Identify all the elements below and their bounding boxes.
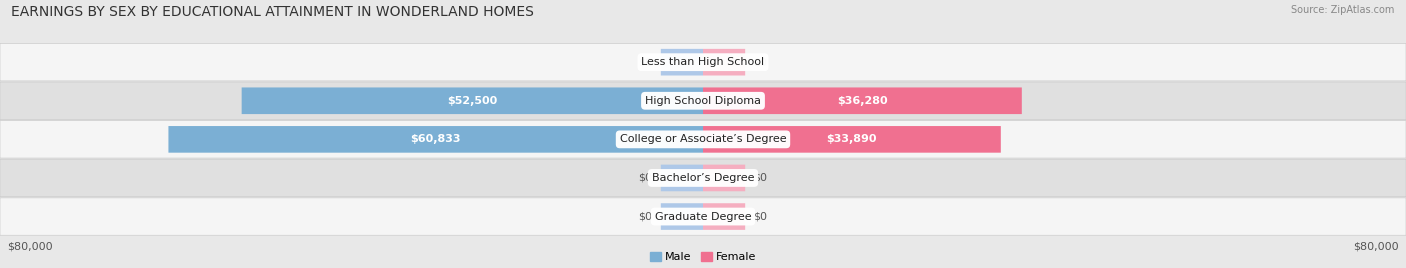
FancyBboxPatch shape <box>703 87 1022 114</box>
FancyBboxPatch shape <box>0 43 1406 81</box>
Text: $80,000: $80,000 <box>1354 241 1399 251</box>
FancyBboxPatch shape <box>661 165 703 191</box>
Text: $0: $0 <box>638 211 652 222</box>
Text: $33,890: $33,890 <box>827 134 877 144</box>
Legend: Male, Female: Male, Female <box>650 252 756 262</box>
Text: Source: ZipAtlas.com: Source: ZipAtlas.com <box>1291 5 1395 15</box>
FancyBboxPatch shape <box>0 198 1406 235</box>
FancyBboxPatch shape <box>0 82 1406 120</box>
FancyBboxPatch shape <box>169 126 703 153</box>
Text: $0: $0 <box>638 173 652 183</box>
Text: $60,833: $60,833 <box>411 134 461 144</box>
Text: $0: $0 <box>638 57 652 67</box>
Text: $0: $0 <box>754 211 768 222</box>
Text: $0: $0 <box>754 173 768 183</box>
FancyBboxPatch shape <box>661 49 703 76</box>
Text: EARNINGS BY SEX BY EDUCATIONAL ATTAINMENT IN WONDERLAND HOMES: EARNINGS BY SEX BY EDUCATIONAL ATTAINMEN… <box>11 5 534 19</box>
Text: Graduate Degree: Graduate Degree <box>655 211 751 222</box>
FancyBboxPatch shape <box>703 165 745 191</box>
FancyBboxPatch shape <box>703 203 745 230</box>
FancyBboxPatch shape <box>661 203 703 230</box>
Text: $0: $0 <box>754 57 768 67</box>
Text: $36,280: $36,280 <box>837 96 887 106</box>
Text: Bachelor’s Degree: Bachelor’s Degree <box>652 173 754 183</box>
Text: High School Diploma: High School Diploma <box>645 96 761 106</box>
FancyBboxPatch shape <box>703 126 1001 153</box>
Text: College or Associate’s Degree: College or Associate’s Degree <box>620 134 786 144</box>
FancyBboxPatch shape <box>242 87 703 114</box>
FancyBboxPatch shape <box>0 159 1406 197</box>
FancyBboxPatch shape <box>0 121 1406 158</box>
Text: Less than High School: Less than High School <box>641 57 765 67</box>
Text: $80,000: $80,000 <box>7 241 52 251</box>
Text: $52,500: $52,500 <box>447 96 498 106</box>
FancyBboxPatch shape <box>703 49 745 76</box>
